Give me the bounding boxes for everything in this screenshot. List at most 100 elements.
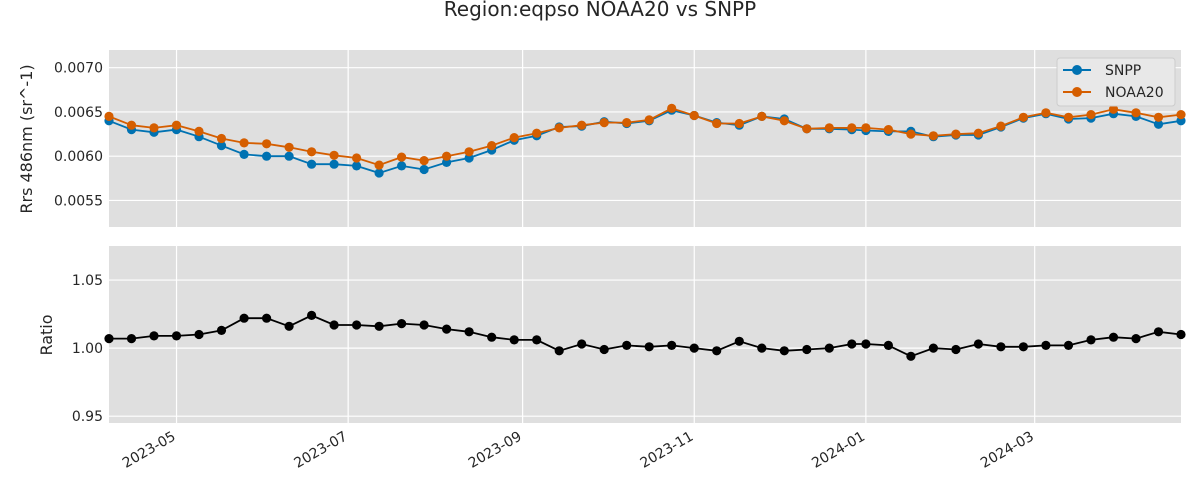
point-ratio-32 [824, 343, 834, 353]
legend-marker-snpp [1072, 65, 1082, 75]
point-snpp-13 [397, 161, 407, 171]
x-tick-label-1: 2023-07 [292, 429, 351, 472]
point-ratio-19 [532, 335, 542, 345]
point-noaa20-0 [104, 111, 114, 121]
y-tick-label-0-2: 0.0065 [54, 105, 103, 121]
point-noaa20-3 [171, 120, 182, 130]
point-ratio-34 [861, 339, 871, 349]
point-noaa20-11 [352, 153, 362, 163]
point-noaa20-46 [1131, 108, 1141, 118]
point-ratio-16 [464, 327, 474, 337]
point-snpp-7 [262, 151, 272, 161]
point-ratio-46 [1131, 334, 1141, 344]
point-ratio-47 [1153, 327, 1164, 337]
point-ratio-27 [712, 346, 722, 356]
y-tick-label-0-0: 0.0055 [54, 193, 103, 209]
bottom-panel: 0.95 1.00 1.05 [72, 246, 1186, 425]
y-tick-label-1-2: 1.05 [72, 273, 103, 289]
x-tick-label-3: 2023-11 [638, 429, 697, 472]
point-noaa20-41 [1018, 112, 1028, 122]
x-tick-label-5: 2024-03 [978, 429, 1037, 472]
point-snpp-11 [352, 161, 362, 171]
point-ratio-41 [1018, 342, 1028, 352]
x-tick-label-2: 2023-09 [466, 429, 525, 472]
point-ratio-14 [419, 320, 429, 330]
point-ratio-24 [644, 342, 654, 352]
point-ratio-45 [1108, 332, 1119, 342]
point-ratio-1 [126, 334, 137, 344]
point-noaa20-16 [464, 147, 474, 157]
point-ratio-43 [1063, 340, 1074, 350]
point-ratio-44 [1086, 335, 1096, 345]
point-ratio-2 [149, 331, 159, 341]
point-noaa20-21 [577, 120, 587, 130]
point-ratio-20 [554, 346, 564, 356]
point-noaa20-7 [262, 139, 272, 149]
point-noaa20-26 [689, 110, 699, 121]
point-ratio-25 [667, 340, 677, 350]
point-noaa20-10 [329, 150, 339, 160]
point-noaa20-9 [307, 147, 317, 157]
point-noaa20-30 [779, 116, 789, 126]
legend-marker-noaa20 [1072, 87, 1082, 97]
point-noaa20-27 [712, 118, 722, 129]
point-noaa20-39 [973, 128, 984, 138]
point-snpp-10 [329, 159, 339, 169]
point-ratio-11 [352, 320, 362, 330]
point-noaa20-47 [1153, 112, 1164, 122]
point-ratio-40 [996, 342, 1006, 352]
x-tick-label-4: 2024-01 [809, 429, 868, 472]
point-ratio-39 [973, 339, 984, 349]
point-ratio-28 [734, 336, 744, 346]
point-ratio-21 [577, 339, 587, 349]
plot-area-1 [109, 246, 1181, 423]
point-snpp-9 [307, 159, 317, 169]
point-noaa20-17 [487, 141, 497, 151]
legend-label-noaa20: NOAA20 [1105, 85, 1164, 101]
point-noaa20-4 [194, 126, 204, 136]
point-snpp-47 [1153, 119, 1164, 129]
point-ratio-29 [757, 343, 767, 353]
point-ratio-31 [802, 344, 812, 355]
point-noaa20-29 [757, 111, 767, 121]
point-ratio-35 [883, 340, 894, 350]
bottom-y-axis-label: Ratio [37, 314, 56, 355]
y-tick-label-1-0: 0.95 [72, 409, 103, 425]
point-noaa20-40 [996, 121, 1006, 131]
point-ratio-3 [171, 331, 182, 341]
point-ratio-48 [1176, 329, 1186, 340]
point-noaa20-1 [126, 120, 137, 130]
point-noaa20-14 [419, 156, 429, 166]
point-ratio-17 [487, 332, 497, 342]
point-noaa20-25 [667, 103, 677, 113]
point-ratio-13 [397, 319, 407, 329]
point-noaa20-18 [509, 133, 519, 143]
point-noaa20-8 [284, 142, 294, 152]
legend: SNPP NOAA20 [1056, 57, 1176, 107]
point-noaa20-22 [599, 118, 609, 128]
point-noaa20-36 [906, 129, 916, 139]
point-ratio-33 [847, 339, 857, 349]
point-ratio-5 [216, 325, 227, 335]
point-ratio-7 [262, 313, 272, 323]
x-tick-label-0: 2023-05 [120, 429, 179, 472]
point-noaa20-20 [554, 123, 564, 133]
point-noaa20-33 [847, 123, 857, 133]
point-ratio-8 [284, 321, 294, 331]
point-noaa20-42 [1041, 108, 1051, 118]
point-noaa20-13 [397, 152, 407, 162]
point-noaa20-2 [149, 123, 159, 133]
point-noaa20-34 [861, 123, 871, 133]
point-noaa20-28 [734, 118, 744, 129]
point-noaa20-38 [951, 129, 961, 139]
point-snpp-12 [374, 168, 384, 178]
point-noaa20-19 [532, 128, 542, 138]
point-ratio-9 [307, 310, 317, 320]
point-noaa20-37 [928, 131, 939, 141]
point-snpp-14 [419, 164, 429, 175]
point-noaa20-5 [216, 133, 227, 144]
point-noaa20-43 [1063, 112, 1074, 122]
point-ratio-23 [622, 340, 632, 350]
point-ratio-10 [329, 320, 339, 330]
point-noaa20-35 [883, 125, 894, 135]
